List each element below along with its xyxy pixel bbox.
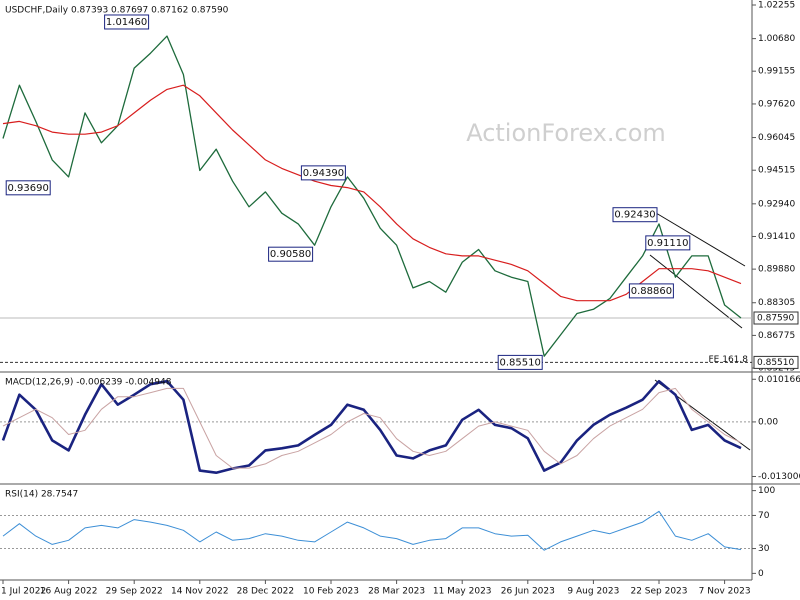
x-tick-label: 9 Aug 2023 [567,587,619,597]
x-tick-label: 11 May 2023 [433,587,492,597]
y-tick-label: 0.97620 [758,99,795,109]
trend-line [649,254,743,329]
annotation-label: 0.94390 [303,168,344,179]
axis-price-label: 0.85510 [757,358,794,368]
y-tick-label: 0.00 [758,417,778,427]
annotation-box [497,354,543,370]
y-tick-label: 1.00680 [758,34,795,44]
x-tick-label: 14 Nov 2022 [171,587,229,597]
y-tick-label: 0.99155 [758,67,795,77]
panel-title: USDCHF,Daily 0.87393 0.87697 0.87162 0.8… [5,6,229,16]
y-tick-label: 70 [758,511,770,521]
annotation-label: 0.85510 [500,357,541,368]
series-line [2,510,742,551]
fe-label: FE 161.8 [709,355,749,365]
x-tick-label: 28 Mar 2023 [368,587,425,597]
y-tick-label: 0.86775 [758,331,795,341]
annotation-box [645,235,691,251]
x-tick-label: 1 Jul 2022 [1,587,46,597]
annotation-label: 1.01460 [106,17,147,28]
trend-line [655,212,746,267]
x-tick-label: 10 Feb 2023 [303,587,359,597]
annotation-box [628,283,674,299]
y-tick-label: 0.88305 [758,298,795,308]
y-tick-label: 0.89880 [758,265,795,275]
y-tick-label: 0 [758,569,764,579]
y-tick-label: -0.013006 [758,472,800,482]
y-tick-label: 0.92940 [758,199,795,209]
series-line [2,84,742,302]
annotation-label: 0.92430 [614,210,655,221]
annotation-label: 0.91110 [647,238,688,249]
y-tick-label: 0.96045 [758,133,795,143]
y-tick-label: 1.02255 [758,1,795,11]
axis-price-box [753,311,799,325]
x-tick-label: 26 Jun 2023 [501,587,555,597]
x-tick-label: 7 Nov 2023 [699,587,751,597]
annotation-label: 0.90580 [270,249,311,260]
axis-price-label: 0.87590 [757,314,794,324]
series-line [1,379,742,474]
annotation-box [300,165,346,181]
y-tick-label: 100 [758,486,775,496]
annotation-label: 0.88860 [631,286,672,297]
series-line [2,35,742,357]
x-tick-label: 22 Sep 2023 [630,587,687,597]
watermark: ActionForex.com [466,119,666,147]
x-tick-label: 16 Aug 2022 [40,587,98,597]
annotation-box [268,246,314,262]
annotation-box [612,207,658,223]
y-tick-label: 30 [758,544,770,554]
y-tick-label: 0.94515 [758,166,795,176]
annotation-box [104,14,150,30]
axis-price-box [753,355,799,369]
y-tick-label: 0.91410 [758,232,795,242]
x-tick-label: 29 Sep 2022 [106,587,163,597]
series-line [2,387,742,469]
annotation-box [5,180,51,196]
y-tick-label: 0.010166 [758,375,800,385]
annotation-label: 0.93690 [8,183,49,194]
panel-title: MACD(12,26,9) -0.006239 -0.004948 [5,378,172,388]
panel-title: RSI(14) 28.7547 [5,490,78,500]
x-tick-label: 28 Dec 2022 [237,587,295,597]
